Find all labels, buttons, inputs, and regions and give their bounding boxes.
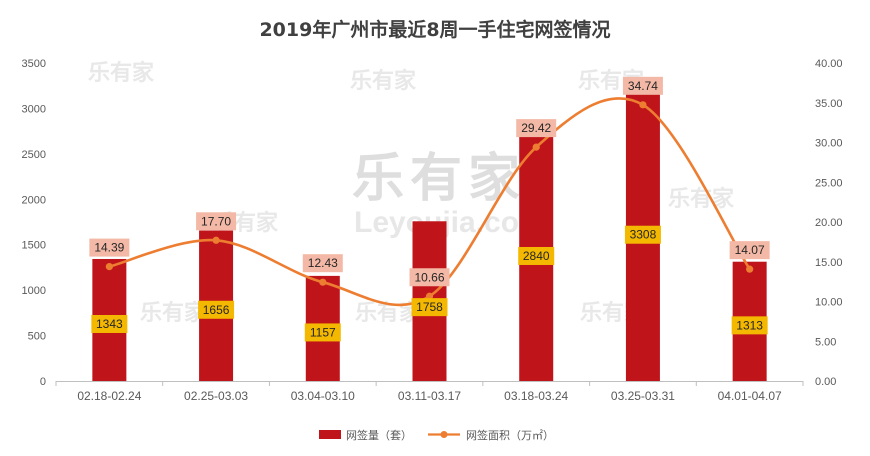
line-label-box <box>516 119 557 138</box>
legend-label-bar: 网签量（套） <box>346 428 412 442</box>
line-data-label: 34.74 <box>628 79 658 93</box>
axes: 02.18-02.24 02.25-03.03 03.04-03.10 03.11-0… <box>22 58 843 403</box>
chart-title: 2019年广州市最近8周一手住宅网签情况 <box>259 18 610 41</box>
x-tick-label: 04.01-04.07 <box>718 389 782 403</box>
line-label-box <box>302 254 343 273</box>
y-right-tick-label: 5.00 <box>815 336 836 348</box>
line-label-box <box>409 268 450 287</box>
y-left-tick-label: 3000 <box>22 103 46 115</box>
bar-data-label: 3308 <box>630 228 657 242</box>
y-left-tick-label: 1500 <box>22 240 46 252</box>
line-point <box>105 262 113 271</box>
y-left-tick-label: 2000 <box>22 194 46 206</box>
svg-text:乐有家: 乐有家 <box>352 149 526 209</box>
line-data-label: 14.39 <box>94 241 124 255</box>
svg-text:乐有家: 乐有家 <box>140 300 207 326</box>
x-tick-label: 03.04-03.10 <box>291 389 355 403</box>
line-label-box <box>196 212 237 231</box>
legend-swatch-bar <box>319 430 341 439</box>
line-data-label: 14.07 <box>735 243 765 257</box>
line-point <box>319 278 327 286</box>
bar-label-box <box>411 298 448 317</box>
legend: 网签量（套） 网签面积（万㎡） <box>319 428 554 442</box>
line-point <box>532 143 540 151</box>
line-data-label: 29.42 <box>521 121 551 135</box>
bar-data-label: 1157 <box>310 325 336 339</box>
legend-swatch-marker <box>440 431 448 438</box>
y-right-tick-label: 40.00 <box>815 58 843 70</box>
bar-data-label: 1343 <box>96 317 123 331</box>
y-right-tick-label: 0.00 <box>815 376 836 388</box>
line-data-label: 17.70 <box>201 214 231 228</box>
svg-text:乐有家: 乐有家 <box>668 186 735 212</box>
y-left-tick-label: 500 <box>28 331 46 343</box>
y-right-tick-label: 25.00 <box>815 177 843 189</box>
line-point <box>425 292 434 300</box>
line-point <box>746 265 754 273</box>
bar-label-box <box>731 316 768 335</box>
bar-label-box <box>304 323 341 342</box>
y-right-tick-label: 30.00 <box>815 138 843 150</box>
watermark-logo: 乐有家 Leyoujia.com 乐有家 乐有家 乐有家 乐有家 乐有家 乐有家… <box>88 60 735 326</box>
line-data-label: 10.66 <box>414 270 444 284</box>
y-right-tick-label: 35.00 <box>815 98 843 110</box>
bar-data-label: 1758 <box>416 300 443 314</box>
y-left-tick-label: 2500 <box>22 149 46 161</box>
y-left-tick-label: 1000 <box>22 285 46 297</box>
x-tick-label: 03.11-03.17 <box>398 389 461 403</box>
y-right-tick-label: 20.00 <box>815 217 843 229</box>
x-tick-label: 02.18-02.24 <box>77 389 141 403</box>
y-right-tick-label: 15.00 <box>815 257 843 269</box>
data-labels: 1343 1656 1157 1758 2840 3308 1313 14.39 17.70 12… <box>89 76 770 342</box>
y-left-tick-label: 0 <box>40 376 46 388</box>
svg-text:乐有家: 乐有家 <box>88 60 155 86</box>
line-point <box>639 101 647 109</box>
x-tick-label: 02.25-03.03 <box>184 389 248 403</box>
legend-label-line: 网签面积（万㎡） <box>466 428 554 442</box>
svg-text:Leyoujia.com: Leyoujia.com <box>354 206 546 239</box>
svg-text:乐有家: 乐有家 <box>350 68 417 94</box>
line-point <box>212 236 220 244</box>
bar-label-box <box>91 314 128 333</box>
x-tick-label: 03.25-03.31 <box>611 389 675 403</box>
y-left-tick-label: 3500 <box>22 58 46 70</box>
bar-label-box <box>518 246 555 265</box>
bar-label-box <box>624 225 661 244</box>
bar-data-label: 1313 <box>736 318 763 332</box>
bar-data-label: 1656 <box>203 303 230 317</box>
x-tick-label: 03.18-03.24 <box>504 389 568 403</box>
line-data-label: 12.43 <box>308 256 338 270</box>
line-label-box <box>89 238 130 257</box>
line-label-box <box>622 76 663 95</box>
line-label-box <box>729 241 770 260</box>
bar-data-label: 2840 <box>523 249 550 263</box>
bar-label-box <box>198 300 235 319</box>
y-right-tick-label: 10.00 <box>815 297 843 309</box>
